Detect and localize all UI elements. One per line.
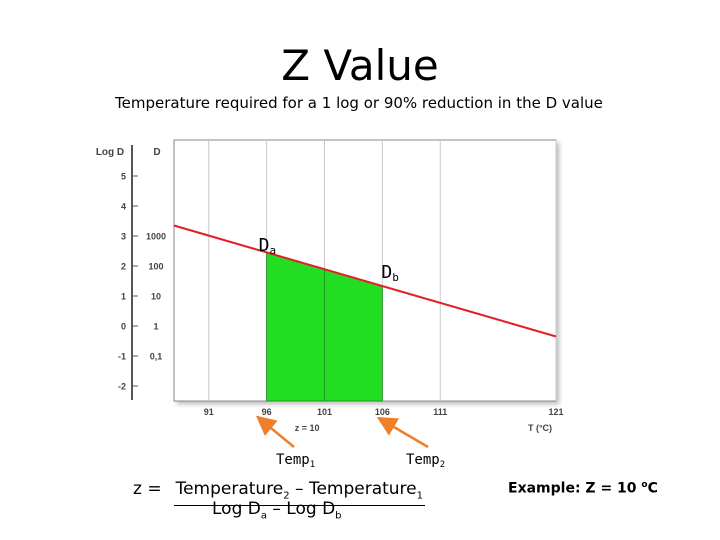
label-temp2-main: Temp [406,452,440,468]
label-temp1-main: Temp [276,452,310,468]
numerator-minus-temp1: – Temperature [289,479,417,499]
log-d-tick-label: 3 [121,232,126,242]
x-tick-label: 121 [548,407,563,417]
x-tick-label: 91 [204,407,214,417]
example-text: Example: Z = 10 oC [508,480,658,497]
label-temp2: Temp2 [406,452,445,470]
d-value-line-path [173,224,557,338]
slide-title: Z Value [281,41,439,90]
d-axis-title: D [153,147,160,158]
z-annotation: z = 10 [295,423,320,433]
label-db-sub: b [392,271,399,284]
d-tick-label: 10 [151,292,161,302]
x-axis-title: T (°C) [528,423,552,433]
d-tick-label: 1000 [146,232,166,242]
label-da-sub: a [269,244,276,257]
example-unit: C [647,480,658,497]
d-tick-label: 0,1 [150,352,163,362]
temp2-arrow [376,416,429,449]
x-tick-label: 101 [317,407,332,417]
slide-subtitle: Temperature required for a 1 log or 90% … [115,94,603,112]
temp-arrows [255,415,429,449]
label-db: Db [381,262,398,284]
label-temp2-sub: 2 [440,460,445,470]
example-label: Example: Z = 10 [508,480,642,497]
log-d-tick-label: 4 [121,202,126,212]
formula-denominator: Log Da – Log Db [212,499,342,521]
log-d-axis-title: Log D [96,147,124,158]
example-degree: o [641,480,648,490]
label-temp1: Temp1 [276,452,315,470]
formula-numerator: Temperature2 – Temperature1 [173,479,426,507]
shaded-region [266,251,383,402]
formula-lhs: z = [133,479,162,499]
log-d-tick-label: 2 [121,262,126,272]
label-da: Da [259,235,276,257]
denominator-a-sub: a [260,510,267,522]
label-db-main: D [381,262,392,283]
numerator-temp1-sub: 1 [416,490,424,502]
denominator-minus-log-db: – Log D [267,499,336,519]
x-tick-label: 106 [375,407,390,417]
d-tick-label: 100 [148,262,163,272]
d-value-line [173,224,557,338]
log-d-tick-label: 0 [121,322,126,332]
log-d-tick-label: -1 [118,352,126,362]
numerator-temp2-sub: 2 [283,490,290,502]
label-temp1-sub: 1 [310,460,315,470]
x-tick-label: 111 [433,407,447,417]
temp1-arrow [255,415,295,448]
denominator-log-da: Log D [212,499,261,519]
numerator-temp2: Temperature [175,479,284,499]
denominator-b-sub: b [335,510,342,522]
d-tick-label: 1 [153,322,158,332]
x-tick-label: 96 [262,407,272,417]
log-d-tick-label: 5 [121,172,126,182]
formula-numerator-line: z = Temperature2 – Temperature1 [133,479,426,507]
x-axis: 91 96 101 106 111 121 z = 10 T (°C) [204,407,564,433]
label-da-main: D [259,235,270,256]
log-d-tick-label: 1 [121,292,126,302]
log-d-tick-label: -2 [118,382,126,392]
